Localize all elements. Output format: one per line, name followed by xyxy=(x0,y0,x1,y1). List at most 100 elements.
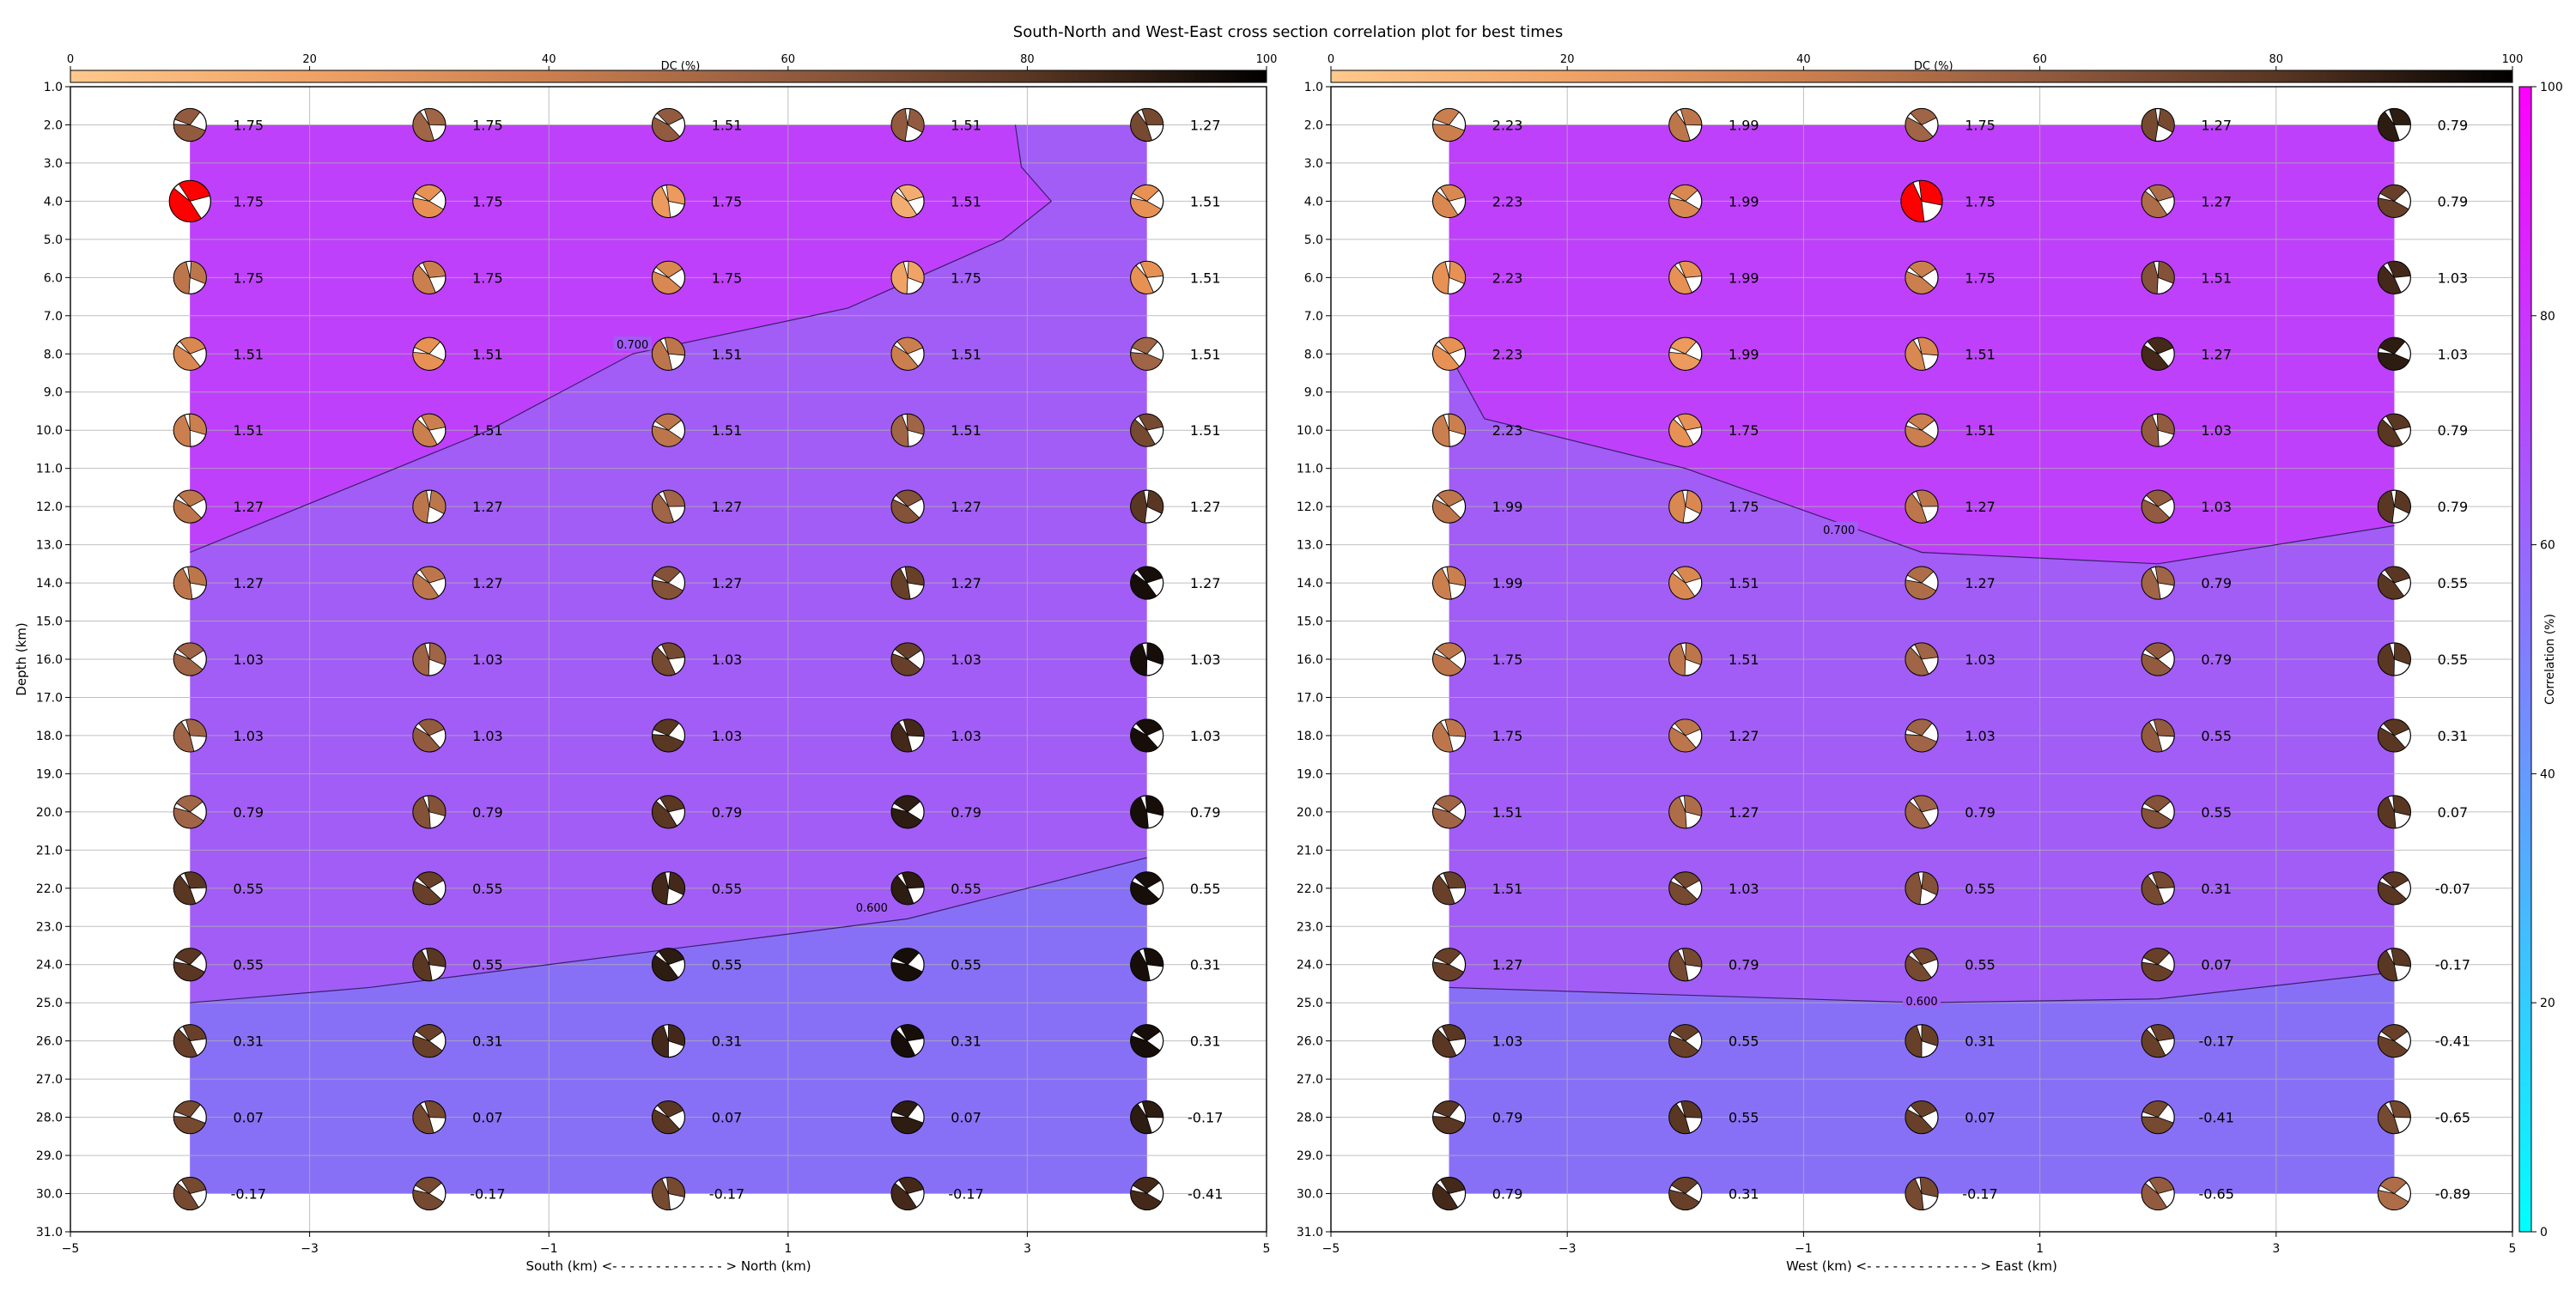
beachball-value: 0.79 xyxy=(2438,117,2469,133)
beachball-compression xyxy=(901,871,925,889)
y-tick-label: 31.0 xyxy=(1297,1226,1323,1239)
beachball xyxy=(1668,184,1703,218)
beachball xyxy=(168,179,211,222)
beachball-compression xyxy=(652,185,671,218)
beachball xyxy=(890,1176,925,1211)
beachball-value: 0.55 xyxy=(1728,1110,1759,1126)
beachball xyxy=(1905,871,1939,906)
beachball-value: 1.27 xyxy=(2201,117,2232,133)
beachball-compression xyxy=(652,1178,671,1210)
beachball xyxy=(1431,642,1467,676)
beachball xyxy=(651,795,686,829)
beachball-compression xyxy=(664,336,685,356)
beachball-compression xyxy=(896,336,924,355)
beachball-compression xyxy=(174,948,203,966)
corr-tick-label: 40 xyxy=(2540,767,2555,781)
beachball-compression xyxy=(1905,718,1933,736)
beachball-compression xyxy=(173,414,191,447)
beachball xyxy=(1130,642,1164,676)
beachball-compression xyxy=(412,949,433,982)
beachball-compression xyxy=(1911,948,1938,966)
y-tick-label: 19.0 xyxy=(36,767,63,781)
beachball-compression xyxy=(1432,344,1461,371)
beachball-compression xyxy=(652,493,675,524)
beachball-value: 1.03 xyxy=(712,652,743,668)
beachball-compression xyxy=(2378,643,2395,676)
beachball xyxy=(651,260,686,294)
beachball-compression xyxy=(1905,117,1934,142)
beachball-compression xyxy=(1432,1182,1459,1210)
beachball-compression xyxy=(1918,180,1943,206)
beachball-compression xyxy=(414,185,442,202)
beachball-compression xyxy=(1684,795,1703,816)
y-tick-label: 30.0 xyxy=(36,1188,63,1202)
beachball xyxy=(412,413,447,447)
beachball-value: 1.75 xyxy=(1965,270,1996,286)
beachball-value: 1.51 xyxy=(2201,270,2232,286)
beachball-value: 0.55 xyxy=(1728,1033,1759,1050)
beachball-compression xyxy=(1130,643,1148,676)
beachball-compression xyxy=(1905,1108,1934,1135)
beachball xyxy=(173,795,207,829)
beachball-value: 1.51 xyxy=(1492,804,1523,821)
beachball-value: 1.75 xyxy=(1965,117,1996,133)
beachball-compression xyxy=(2389,108,2411,125)
beachball-compression xyxy=(652,579,683,600)
beachball-value: 0.55 xyxy=(1965,881,1996,897)
beachball-compression xyxy=(890,261,908,294)
beachball-compression xyxy=(890,652,921,676)
beachball xyxy=(412,489,447,524)
beachball-value: 1.51 xyxy=(1190,193,1221,209)
beachball-compression xyxy=(2141,1028,2166,1058)
beachball xyxy=(412,642,447,676)
beachball-value: 1.51 xyxy=(1965,346,1996,362)
beachball xyxy=(2141,1100,2175,1135)
beachball-compression xyxy=(1448,413,1466,435)
beachball-value: 0.79 xyxy=(2438,193,2469,209)
beachball xyxy=(2141,871,2175,906)
beachball-compression xyxy=(1905,646,1929,676)
beachball-compression xyxy=(2391,948,2411,967)
beachball-compression xyxy=(1668,197,1700,218)
y-tick-label: 24.0 xyxy=(1297,959,1323,973)
beachball-compression xyxy=(1132,185,1160,202)
beachball-compression xyxy=(652,270,682,294)
beachball-compression xyxy=(1685,489,1703,514)
y-tick-label: 12.0 xyxy=(36,500,63,514)
beachball xyxy=(2141,1176,2175,1211)
beachball xyxy=(1668,1024,1703,1058)
beachball-compression xyxy=(662,489,685,507)
beachball-value: 0.07 xyxy=(951,1110,981,1126)
beachball-value: 1.27 xyxy=(2201,346,2232,362)
beachball-compression xyxy=(1449,260,1467,284)
beachball-compression xyxy=(1130,949,1151,982)
beachball-value: 1.99 xyxy=(1728,117,1759,133)
beachball-compression xyxy=(2143,795,2172,813)
beachball-compression xyxy=(1677,413,1702,431)
y-tick-label: 21.0 xyxy=(1297,844,1323,858)
beachball-compression xyxy=(2379,1177,2408,1195)
beachball xyxy=(890,260,925,294)
beachball-value: 1.51 xyxy=(233,346,264,362)
beachball-value: 0.79 xyxy=(1190,804,1221,821)
y-tick-label: 5.0 xyxy=(44,233,63,247)
beachball-compression xyxy=(189,413,207,435)
beachball-compression xyxy=(1432,721,1454,753)
beachball xyxy=(412,336,447,371)
beachball-compression xyxy=(899,1024,925,1042)
y-tick-label: 13.0 xyxy=(36,539,63,553)
y-tick-label: 12.0 xyxy=(1297,500,1323,514)
beachball xyxy=(2377,871,2411,906)
y-tick-label: 28.0 xyxy=(1297,1112,1323,1125)
beachball xyxy=(2377,336,2411,371)
beachball-value: 0.31 xyxy=(712,1033,743,1050)
beachball xyxy=(1431,795,1467,829)
corr-tick-label: 80 xyxy=(2540,310,2555,324)
y-tick-label: 2.0 xyxy=(1304,118,1323,132)
beachball-compression xyxy=(173,1028,198,1058)
dc-tick-label: 80 xyxy=(2269,53,2284,66)
y-tick-label: 4.0 xyxy=(44,195,63,209)
contour-label-bg xyxy=(1903,992,1941,1007)
beachball-compression xyxy=(890,567,911,600)
beachball-compression xyxy=(893,795,921,813)
